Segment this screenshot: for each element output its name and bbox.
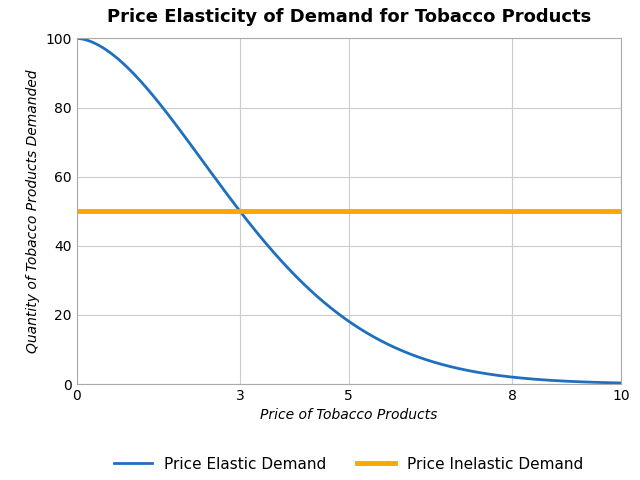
- Price Elastic Demand: [293, 274, 301, 280]
- Price Inelastic Demand: [129, 208, 136, 214]
- Price Elastic Demand: [447, 364, 454, 370]
- Price Inelastic Demand: [507, 208, 515, 214]
- Price Inelastic Demand: [497, 208, 505, 214]
- Price Elastic Demand: [507, 374, 515, 380]
- Price Elastic Demand: [312, 293, 320, 299]
- Price Inelastic Demand: [447, 208, 454, 214]
- Price Elastic Demand: [129, 70, 136, 75]
- Price Inelastic Demand: [73, 208, 81, 214]
- Line: Price Elastic Demand: Price Elastic Demand: [77, 38, 621, 383]
- Price Inelastic Demand: [312, 208, 320, 214]
- Title: Price Elasticity of Demand for Tobacco Products: Price Elasticity of Demand for Tobacco P…: [107, 8, 591, 26]
- Price Inelastic Demand: [293, 208, 301, 214]
- Legend: Price Elastic Demand, Price Inelastic Demand: Price Elastic Demand, Price Inelastic De…: [108, 450, 590, 478]
- X-axis label: Price of Tobacco Products: Price of Tobacco Products: [260, 408, 438, 422]
- Price Elastic Demand: [73, 36, 81, 41]
- Price Inelastic Demand: [617, 208, 625, 214]
- Price Elastic Demand: [617, 380, 625, 386]
- Y-axis label: Quantity of Tobacco Products Demanded: Quantity of Tobacco Products Demanded: [26, 70, 40, 353]
- Price Elastic Demand: [497, 373, 505, 379]
